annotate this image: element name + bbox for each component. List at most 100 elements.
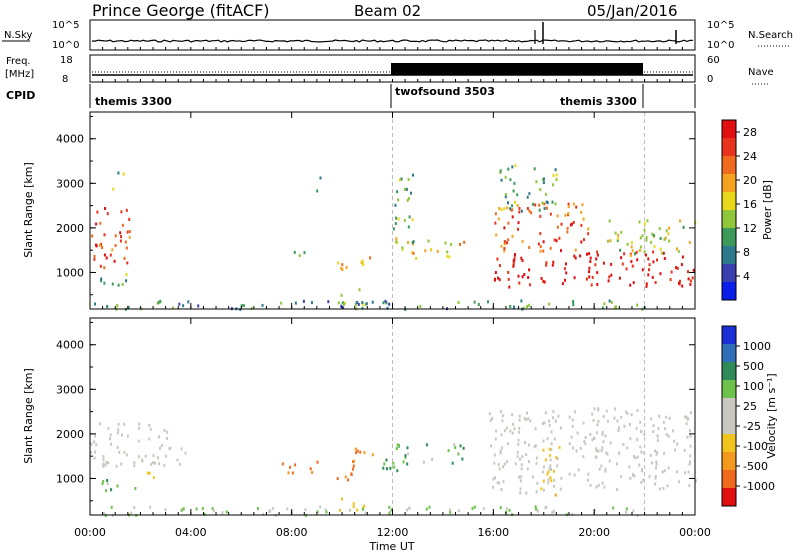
range-gate-cell	[302, 299, 305, 303]
range-gate-cell	[289, 465, 292, 469]
range-gate-cell	[107, 427, 110, 431]
range-gate-cell	[110, 505, 113, 509]
range-gate-cell	[543, 207, 546, 210]
range-gate-cell	[650, 240, 653, 244]
range-gate-cell	[543, 421, 546, 425]
range-gate-cell	[507, 167, 510, 171]
range-gate-cell	[625, 507, 628, 511]
range-gate-cell	[454, 446, 457, 449]
scatter-region	[90, 422, 187, 468]
range-gate-cell	[654, 449, 657, 453]
range-gate-cell	[674, 448, 676, 452]
range-gate-cell	[539, 188, 542, 192]
range-gate-cell	[396, 443, 399, 447]
range-gate-cell	[125, 246, 128, 250]
range-gate-cell	[676, 470, 679, 474]
range-gate-cell	[225, 510, 228, 514]
range-gate-cell	[667, 434, 670, 438]
colorbar-tick-label: 16	[743, 198, 757, 211]
range-gate-cell	[609, 239, 612, 243]
range-gate-cell	[103, 266, 106, 270]
range-gate-cell	[493, 461, 496, 465]
range-gate-cell	[419, 304, 422, 308]
range-gate-cell	[676, 442, 679, 446]
range-gate-cell	[408, 215, 411, 219]
range-gate-cell	[636, 303, 639, 307]
range-gate-cell	[293, 250, 296, 254]
range-gate-cell	[517, 438, 520, 442]
range-gate-cell	[546, 472, 549, 476]
range-gate-cell	[393, 465, 396, 469]
range-gate-cell	[425, 443, 428, 447]
range-gate-cell	[524, 441, 526, 445]
range-gate-cell	[617, 233, 620, 237]
range-gate-cell	[572, 446, 574, 450]
colorbar-tick-label: 8	[743, 246, 750, 259]
range-gate-cell	[589, 432, 592, 436]
range-gate-cell	[675, 247, 678, 251]
range-gate-cell	[448, 508, 451, 512]
velocity-colorbar: 1000 500 100 25 -25 -100 -500 -1000	[721, 325, 775, 507]
range-gate-cell	[114, 244, 117, 247]
range-gate-cell	[298, 254, 301, 258]
range-gate-cell	[534, 203, 537, 207]
range-gate-cell	[577, 468, 580, 472]
range-gate-cell	[397, 198, 400, 202]
range-gate-cell	[550, 448, 553, 452]
range-gate-cell	[535, 461, 538, 465]
range-gate-cell	[567, 212, 570, 216]
colorbar-swatch	[722, 344, 736, 363]
range-gate-cell	[604, 469, 607, 473]
range-gate-cell	[646, 219, 649, 223]
range-gate-cell	[100, 242, 103, 246]
range-gate-cell	[93, 456, 96, 460]
range-gate-cell	[361, 302, 364, 306]
range-gate-cell	[487, 300, 489, 304]
range-gate-cell	[588, 266, 591, 270]
colorbar-tick-label: 25	[743, 400, 757, 413]
range-gate-cell	[536, 481, 539, 485]
range-gate-cell	[677, 249, 680, 253]
range-gate-cell	[348, 508, 351, 512]
scatter-region	[488, 407, 697, 495]
range-gate-cell	[497, 276, 499, 280]
range-gate-cell	[636, 409, 639, 412]
range-gate-cell	[542, 439, 545, 443]
range-gate-cell	[538, 203, 541, 207]
range-gate-cell	[635, 427, 638, 430]
colorbar-tick-label: 24	[743, 150, 757, 163]
range-gate-cell	[607, 239, 609, 243]
range-gate-cell	[396, 190, 398, 194]
range-gate-cell	[164, 454, 167, 458]
scatter-region	[494, 202, 590, 253]
range-gate-cell	[559, 487, 562, 491]
colorbar-tick-label: 4	[743, 270, 750, 283]
range-gate-cell	[526, 411, 528, 415]
range-gate-cell	[133, 506, 136, 510]
range-gate-cell	[566, 230, 569, 234]
range-gate-cell	[616, 237, 619, 241]
range-gate-cell	[412, 173, 414, 177]
scatter-region	[281, 460, 319, 475]
range-gate-cell	[286, 507, 289, 511]
range-gate-cell	[641, 268, 644, 272]
range-gate-cell	[117, 431, 120, 435]
range-gate-cell	[520, 467, 523, 471]
range-gate-cell	[513, 259, 516, 263]
range-gate-cell	[553, 509, 555, 513]
range-gate-cell	[341, 263, 344, 267]
y-tick-label: 4000	[56, 133, 84, 146]
range-gate-cell	[159, 299, 162, 303]
range-gate-cell	[648, 268, 650, 272]
range-gate-cell	[109, 253, 112, 257]
range-gate-cell	[610, 300, 613, 304]
range-gate-cell	[402, 460, 405, 464]
range-gate-cell	[507, 201, 509, 205]
range-gate-cell	[603, 302, 606, 306]
range-gate-cell	[688, 462, 691, 466]
range-gate-cell	[608, 299, 611, 303]
range-gate-cell	[623, 252, 626, 256]
range-gate-cell	[352, 505, 355, 509]
range-gate-cell	[636, 438, 639, 442]
range-gate-cell	[511, 234, 514, 238]
